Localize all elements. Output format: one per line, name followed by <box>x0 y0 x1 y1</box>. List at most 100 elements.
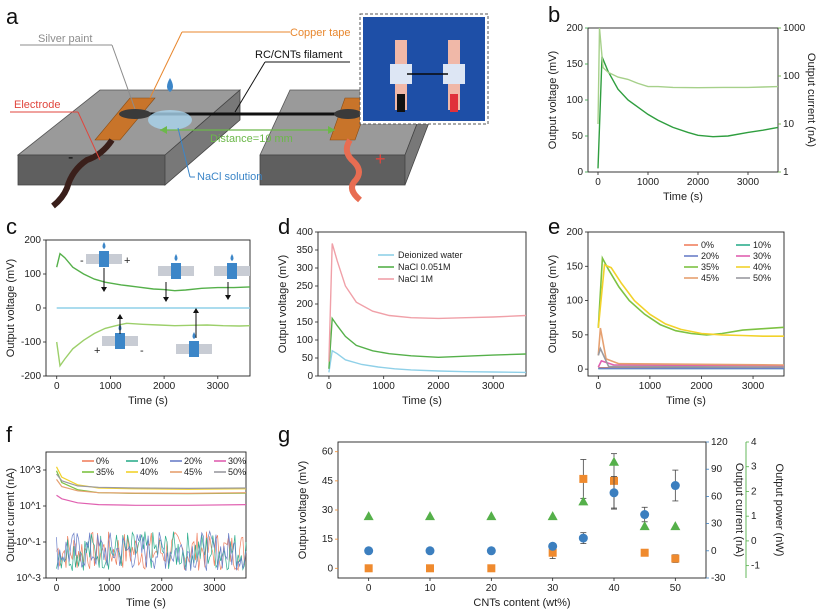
y-tick-label: -100 <box>21 337 41 348</box>
series-line-2 <box>56 322 251 368</box>
legend-label: 30% <box>228 456 246 466</box>
x-tick-label: 1000 <box>98 583 121 594</box>
y-tick-label: 0 <box>577 167 583 178</box>
data-point-triangle <box>639 521 650 531</box>
copper-tape-label: Copper tape <box>290 27 351 39</box>
falling-drop-icon <box>167 78 173 92</box>
filament-label: RC/CNTs filament <box>255 49 342 61</box>
legend-label: 10% <box>753 240 771 250</box>
legend-label: Deionized water <box>398 250 463 260</box>
plot-frame <box>337 441 707 579</box>
minus-marker: - <box>140 345 144 357</box>
data-point-square <box>487 564 496 573</box>
x-tick-label: 1000 <box>373 381 396 392</box>
drop-icon <box>192 332 196 339</box>
y2-tick-label: 100 <box>783 71 800 82</box>
y-tick-label: -200 <box>21 371 41 382</box>
series-line-3 <box>56 494 247 506</box>
x-tick-label: 50 <box>670 583 682 594</box>
down-arrowhead <box>163 297 169 302</box>
x-tick-label: 2000 <box>690 381 713 392</box>
x-tick-label: 0 <box>54 583 60 594</box>
data-point-circle <box>548 541 558 551</box>
y-tick-label: 10^1 <box>20 501 42 512</box>
data-point-triangle <box>486 511 497 521</box>
data-point-triangle <box>670 521 681 531</box>
electrode-wire-left <box>51 138 115 209</box>
x-tick-label: 2000 <box>151 583 174 594</box>
y2-tick-label: 0 <box>711 546 717 557</box>
y-tick-label: 100 <box>24 269 41 280</box>
panel-e-chart: 0 1000 2000 3000 Time (s) 0 50 100 150 200 Output … <box>547 227 785 407</box>
down-arrowhead <box>225 295 231 300</box>
nacl-label: NaCl solution <box>197 171 262 183</box>
data-point-square <box>548 548 557 557</box>
y-tick-label: 200 <box>296 299 313 310</box>
series-line-7 <box>56 473 247 490</box>
panel-label-d: d <box>278 214 290 239</box>
y-tick-label: 0 <box>327 563 333 574</box>
data-point-circle <box>670 481 680 491</box>
legend-label: 35% <box>701 262 719 272</box>
y2-tick-label: 1 <box>783 167 789 178</box>
data-point-circle <box>425 546 435 556</box>
data-point-square <box>579 474 588 483</box>
legend-label: 10% <box>140 456 158 466</box>
y-tick-label: 100 <box>296 335 313 346</box>
y-tick-label: 0 <box>307 371 313 382</box>
silver-paint-label: Silver paint <box>38 33 92 45</box>
y-tick-label: 200 <box>566 23 583 34</box>
y2-axis-label: Output power (nW) <box>773 464 785 557</box>
series-line-6 <box>597 327 785 366</box>
x-tick-label: 1000 <box>639 381 662 392</box>
y2-tick-label: 2 <box>751 486 757 497</box>
y-tick-label: 60 <box>322 447 334 458</box>
drop-icon <box>102 242 106 249</box>
filament-block <box>189 341 199 357</box>
panel-label-c: c <box>6 214 17 239</box>
y-tick-label: 200 <box>566 227 583 238</box>
data-point-triangle <box>363 511 374 521</box>
plot-frame <box>587 231 785 377</box>
down-arrowhead <box>101 287 107 292</box>
y2-tick-label: 120 <box>711 437 728 448</box>
y-tick-label: 350 <box>296 245 313 256</box>
data-point-square <box>364 564 373 573</box>
x-tick-label: 1000 <box>637 177 660 188</box>
series-line-1 <box>597 27 779 125</box>
panel-label-a: a <box>6 4 19 29</box>
legend-label: 50% <box>228 467 246 477</box>
x-tick-label: 3000 <box>737 177 760 188</box>
up-arrowhead <box>193 308 199 313</box>
x-tick-label: 10 <box>424 583 436 594</box>
x-tick-label: 3000 <box>482 381 505 392</box>
x-tick-label: 2000 <box>687 177 710 188</box>
y2-tick-label: 90 <box>711 464 723 475</box>
filament-block <box>171 263 181 279</box>
legend-label: 45% <box>184 467 202 477</box>
data-point-square <box>640 548 649 557</box>
noise-line-0 <box>56 531 247 572</box>
filament-block <box>99 251 109 267</box>
y-tick-label: 10^3 <box>20 465 42 476</box>
series-line-2 <box>328 243 527 362</box>
y2-tick-label: 1 <box>751 511 757 522</box>
y-tick-label: 150 <box>566 59 583 70</box>
filament-block <box>115 333 125 349</box>
series-line-6 <box>56 479 247 495</box>
minus-marker: - <box>80 255 84 267</box>
y2-tick-label: 30 <box>711 519 723 530</box>
y-tick-label: 0 <box>35 303 41 314</box>
x-axis-label: CNTs content (wt%) <box>473 597 570 609</box>
series-line-4 <box>597 255 785 336</box>
y-tick-label: 150 <box>296 317 313 328</box>
x-tick-label: 0 <box>366 583 372 594</box>
silver-paint-right <box>334 109 362 119</box>
legend-label: 40% <box>140 467 158 477</box>
y-axis-label: Output voltage (mV) <box>277 255 289 353</box>
series-line-0 <box>597 56 779 169</box>
series-line-0 <box>328 349 527 374</box>
x-tick-label: 20 <box>486 583 498 594</box>
electrode-label: Electrode <box>14 99 60 111</box>
y-axis-label: Output voltage (mV) <box>547 255 559 353</box>
